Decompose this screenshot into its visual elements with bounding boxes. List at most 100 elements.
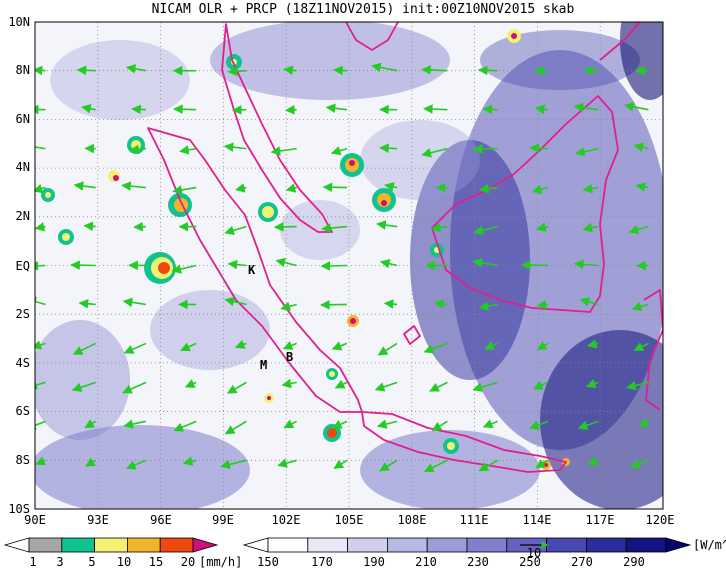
wind-arrow — [478, 459, 499, 472]
wind-arrow — [587, 339, 599, 349]
wind-arrow — [224, 225, 247, 236]
wind-arrow — [173, 420, 197, 432]
wind-arrow — [330, 146, 348, 156]
wind-arrow — [624, 102, 649, 112]
wind-arrow — [281, 378, 297, 389]
precip-tick-label: 10 — [117, 555, 131, 569]
wind-arrow — [224, 420, 247, 435]
wind-arrow — [84, 419, 97, 429]
precip-colorbar-cell — [159, 537, 194, 553]
wind-arrow — [582, 222, 599, 233]
sumatra-coast — [147, 127, 363, 413]
wind-arrow — [472, 381, 498, 392]
wind-arrow — [270, 146, 297, 156]
lat-label-2n: 2N — [16, 209, 30, 223]
rain-cell — [323, 424, 341, 442]
wind-arrow — [227, 66, 247, 77]
precip-unit: [mm/h] — [199, 555, 242, 569]
precip-colorbar-cell — [127, 537, 161, 553]
lon-label-96e: 96E — [150, 513, 172, 527]
wind-arrow — [477, 65, 498, 76]
lon-label-93e: 93E — [87, 513, 109, 527]
precipitation-colorbar: 1 3 5 10 15 20 [mm/h] — [3, 537, 242, 569]
borneo-coast — [431, 95, 619, 313]
wind-arrow — [320, 300, 347, 310]
wind-arrow — [71, 381, 96, 392]
wind-arrow — [472, 144, 498, 154]
wind-arrow — [628, 224, 649, 235]
wind-arrow — [35, 456, 46, 466]
wind-arrow — [534, 104, 548, 114]
lat-label-10n: 10N — [8, 15, 30, 29]
wind-arrow — [283, 65, 297, 76]
reference-vector: 10 — [520, 541, 549, 560]
map-frame — [34, 21, 664, 510]
lat-label-6s: 6S — [16, 404, 30, 418]
sulawesi-coast — [643, 289, 663, 411]
wind-arrow — [579, 297, 599, 307]
wind-arrow — [171, 264, 197, 274]
wind-arrow — [322, 182, 347, 193]
olr-colorbar-cell — [466, 537, 508, 553]
wind-arrow — [224, 296, 247, 307]
olr-tick-label: 270 — [571, 555, 593, 569]
wind-arrow — [285, 183, 297, 193]
wind-arrow — [635, 182, 649, 192]
wind-arrow — [280, 301, 297, 312]
precip-colorbar-high-arrow — [192, 537, 219, 553]
wind-arrow — [35, 380, 46, 390]
olr-colorbar-cells — [267, 537, 667, 553]
wind-arrow — [587, 456, 599, 466]
site-marker-b: B — [286, 350, 293, 364]
wind-arrow — [529, 420, 549, 430]
wind-arrow — [423, 459, 448, 473]
precip-tick-label: 5 — [88, 555, 95, 569]
wind-arrow — [321, 223, 347, 233]
olr-colorbar: 150 170 190 210 230 250 270 290 10 [W/m^… — [242, 537, 726, 569]
rain-cell — [347, 315, 359, 327]
wind-arrow — [273, 222, 297, 232]
wind-arrow — [35, 420, 46, 430]
wind-arrow — [577, 420, 599, 430]
lon-label-99e: 99E — [212, 513, 234, 527]
wind-arrow — [78, 298, 96, 309]
wind-arrow — [76, 65, 96, 76]
wind-arrow — [81, 103, 96, 114]
olr-colorbar-cell — [347, 537, 388, 553]
wind-arrow — [331, 341, 348, 351]
wind-arrow — [333, 65, 347, 76]
precip-tick-label: 3 — [56, 555, 63, 569]
wind-arrow — [421, 65, 448, 75]
lon-label-120e: 120E — [646, 513, 675, 527]
wind-arrow — [536, 341, 549, 351]
wind-arrow — [423, 342, 448, 354]
wind-arrow — [638, 417, 650, 428]
lat-label-4n: 4N — [16, 160, 30, 174]
site-marker-k: K — [248, 263, 256, 277]
wind-arrow — [70, 260, 96, 270]
wind-arrow — [126, 459, 147, 470]
precip-colorbar-cell — [94, 537, 128, 553]
wind-arrow — [184, 379, 197, 388]
wind-arrow — [582, 183, 599, 194]
precip-colorbar-cell — [61, 537, 95, 553]
rain-cell — [127, 136, 145, 154]
wind-arrow — [536, 222, 549, 232]
rain-cell — [41, 188, 55, 202]
rain-cell — [168, 193, 192, 217]
wind-arrow — [133, 221, 146, 232]
wind-arrow — [421, 147, 448, 158]
wind-arrow — [633, 342, 649, 352]
wind-arrow — [182, 456, 197, 466]
wind-arrow — [35, 340, 46, 350]
olr-field — [35, 22, 663, 509]
small-island — [403, 325, 421, 345]
wind-arrow — [431, 420, 448, 432]
lat-label-4s: 4S — [16, 356, 30, 370]
wind-arrow — [331, 419, 348, 429]
olr-colorbar-cell — [625, 537, 667, 553]
wind-arrow — [179, 145, 197, 155]
precip-tick-label: 1 — [29, 555, 36, 569]
olr-colorbar-high-arrow — [665, 537, 692, 553]
